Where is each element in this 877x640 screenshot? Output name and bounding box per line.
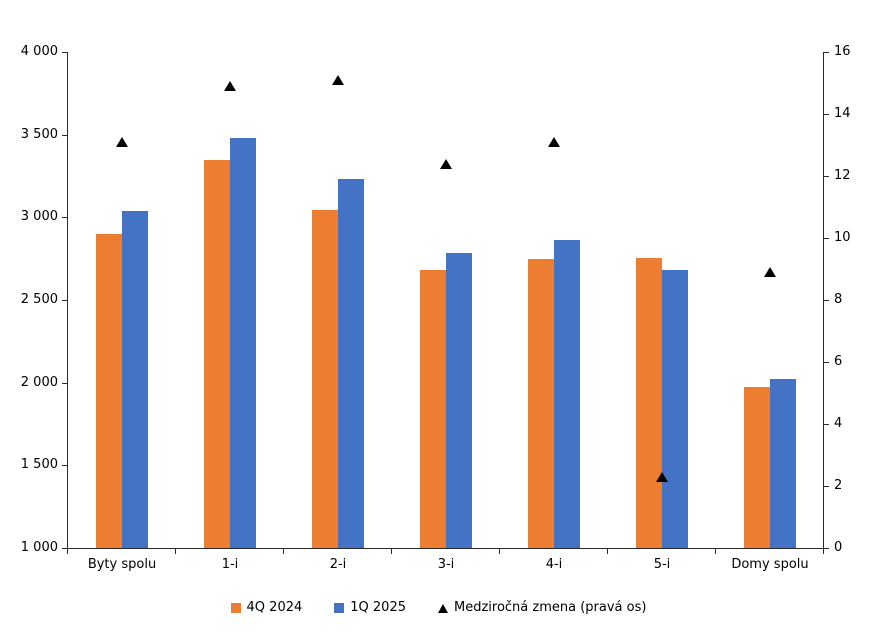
y-left-tick-label: 4 000: [20, 44, 58, 59]
y-left-tick-label: 2 500: [20, 292, 58, 307]
triangle-marker: [332, 74, 344, 85]
y-left-tick: [62, 300, 67, 301]
triangle-marker: [764, 267, 776, 278]
x-axis-tick: [607, 549, 608, 554]
y-left-tick-label: 3 000: [20, 209, 58, 224]
y-right-tick-label: 6: [834, 354, 843, 369]
bar: [204, 160, 230, 548]
y-left-tick-label: 2 000: [20, 375, 58, 390]
y-right-tick: [824, 238, 829, 239]
bar: [122, 210, 148, 548]
y-left-tick: [62, 465, 67, 466]
x-category-label: 3-i: [437, 557, 455, 572]
legend-item: Medziročná zmena (pravá os): [438, 599, 646, 617]
y-left-tick-label: 1 000: [20, 540, 58, 555]
y-right-tick-label: 14: [834, 106, 851, 121]
y-right-tick-label: 16: [834, 44, 851, 59]
legend-item: 4Q 2024: [230, 599, 303, 617]
legend-label: 4Q 2024: [246, 600, 303, 615]
x-axis-tick: [391, 549, 392, 554]
y-right-tick: [824, 114, 829, 115]
y-right-tick-label: 4: [834, 416, 843, 431]
bar: [744, 386, 770, 548]
x-axis-tick: [499, 549, 500, 554]
y-left-tick-label: 1 500: [20, 457, 58, 472]
triangle-marker: [548, 136, 560, 147]
y-right-tick-label: 2: [834, 478, 843, 493]
x-axis-tick: [67, 549, 68, 554]
bar: [420, 270, 446, 548]
y-right-tick: [824, 52, 829, 53]
x-axis-line: [67, 548, 824, 549]
y-right-tick-label: 0: [834, 540, 843, 555]
x-axis-tick: [175, 549, 176, 554]
bar: [636, 257, 662, 548]
x-axis-tick: [715, 549, 716, 554]
triangle-marker: [224, 81, 236, 92]
y-right-tick: [824, 300, 829, 301]
x-axis-tick: [823, 549, 824, 554]
y-left-tick-label: 3 500: [20, 127, 58, 142]
legend-square-icon: [230, 603, 241, 613]
y-left-tick: [62, 135, 67, 136]
y-left-tick: [62, 52, 67, 53]
x-category-label: 5-i: [653, 557, 671, 572]
legend: 4Q 2024 1Q 2025 Medziročná zmena (pravá os…: [0, 599, 877, 617]
x-category-label: 1-i: [221, 557, 239, 572]
bar: [446, 252, 472, 548]
legend-square-icon: [334, 603, 345, 613]
left-axis-line: [67, 52, 68, 549]
y-right-tick-label: 8: [834, 292, 843, 307]
legend-item: 1Q 2025: [334, 599, 406, 617]
y-right-tick: [824, 486, 829, 487]
y-right-tick-label: 10: [834, 230, 851, 245]
y-right-tick: [824, 548, 829, 549]
right-axis-line: [823, 52, 824, 549]
bar: [338, 179, 364, 548]
legend-label: 1Q 2025: [350, 600, 406, 615]
y-left-tick: [62, 383, 67, 384]
x-category-label: 2-i: [329, 557, 347, 572]
bar: [230, 137, 256, 548]
legend-label: Medziročná zmena (pravá os): [454, 600, 647, 615]
y-right-tick: [824, 362, 829, 363]
bar: [770, 378, 796, 548]
bar: [662, 270, 688, 548]
y-right-tick: [824, 176, 829, 177]
bar: [96, 233, 122, 548]
y-right-tick-label: 12: [834, 168, 851, 183]
triangle-marker: [440, 158, 452, 169]
x-category-label: Byty spolu: [87, 557, 157, 572]
x-category-label: Domy spolu: [731, 557, 809, 572]
y-right-tick: [824, 424, 829, 425]
y-left-tick: [62, 217, 67, 218]
bar: [554, 239, 580, 548]
triangle-marker: [116, 136, 128, 147]
legend-triangle-icon: [438, 603, 448, 613]
bar: [528, 258, 554, 548]
x-category-label: 4-i: [545, 557, 563, 572]
triangle-marker: [656, 471, 668, 482]
y-left-tick: [62, 548, 67, 549]
x-axis-tick: [283, 549, 284, 554]
bar: [312, 209, 338, 548]
